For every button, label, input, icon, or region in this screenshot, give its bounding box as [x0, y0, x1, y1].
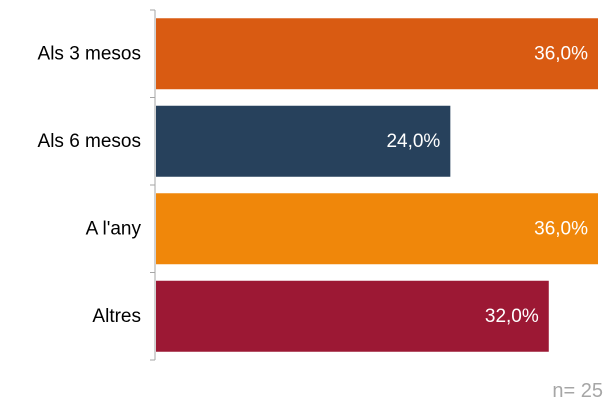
category-label: Als 6 mesos [38, 131, 141, 152]
labels-group: Als 3 mesos 36,0% Als 6 mesos 24,0% A l'any 3… [38, 43, 589, 327]
data-label: 32,0% [485, 306, 539, 327]
data-label: 36,0% [534, 218, 588, 239]
data-label: 24,0% [386, 131, 440, 152]
category-label: Altres [92, 306, 141, 327]
bar [156, 280, 549, 352]
bar [156, 193, 598, 265]
bar [156, 105, 451, 177]
data-label: 36,0% [534, 43, 588, 64]
bar [156, 18, 598, 90]
bars-group [156, 18, 598, 352]
category-axis [150, 9, 156, 361]
category-label: A l'any [86, 218, 142, 239]
category-label: Als 3 mesos [38, 43, 141, 64]
sample-size-note: n= 25 [552, 380, 603, 401]
